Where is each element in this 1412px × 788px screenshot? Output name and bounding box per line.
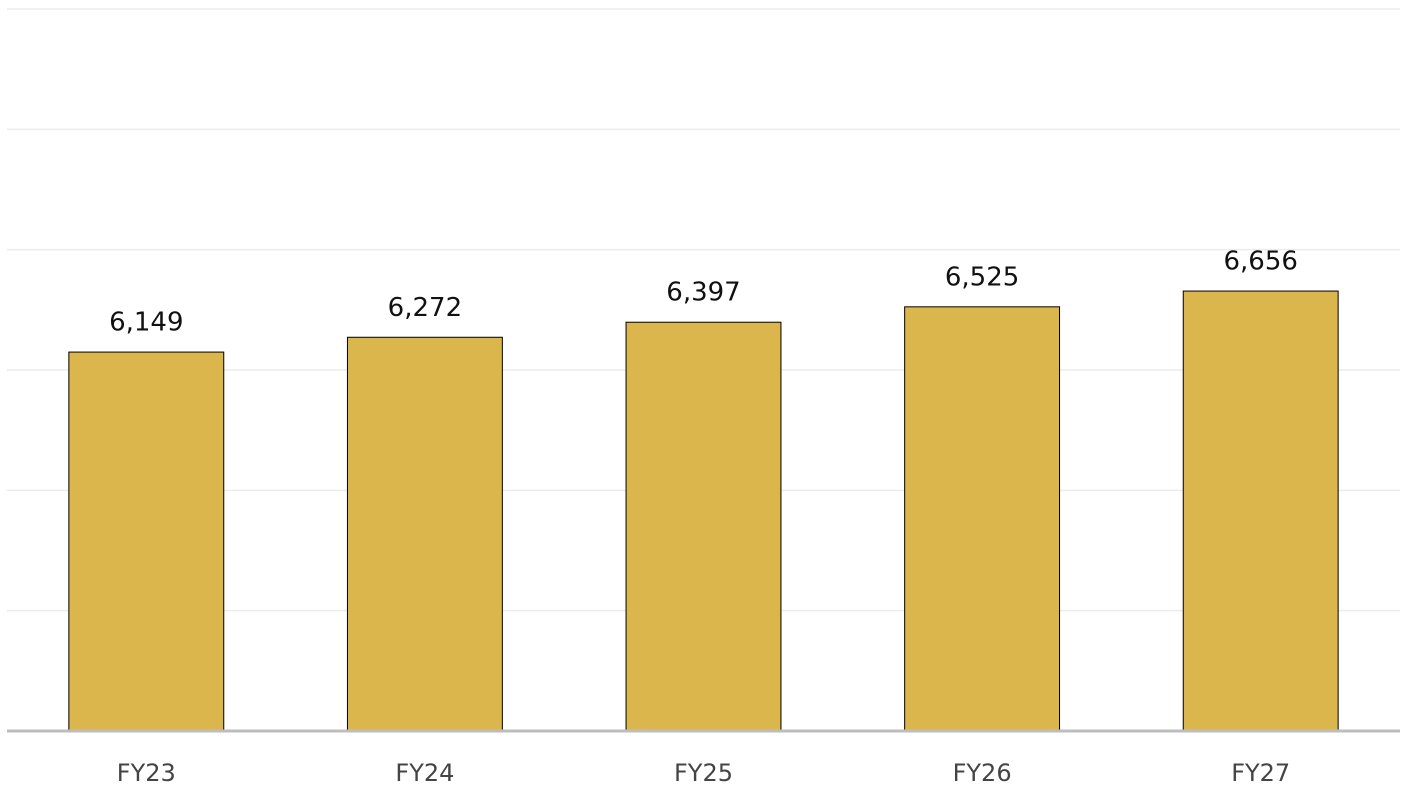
bar: [346, 336, 503, 732]
value-label: 6,656: [1223, 247, 1297, 277]
bar: [904, 306, 1061, 732]
x-tick-label: FY23: [117, 759, 176, 787]
bar: [68, 351, 225, 732]
bar: [625, 321, 782, 732]
value-label: 6,272: [388, 293, 462, 323]
value-label: 6,397: [666, 278, 740, 308]
value-label: 6,525: [945, 262, 1019, 292]
x-tick-label: FY26: [953, 759, 1012, 787]
x-tick-label: FY27: [1231, 759, 1290, 787]
bar: [1182, 290, 1339, 732]
value-label: 6,149: [109, 308, 183, 338]
x-tick-label: FY25: [674, 759, 733, 787]
x-tick-label: FY24: [395, 759, 454, 787]
